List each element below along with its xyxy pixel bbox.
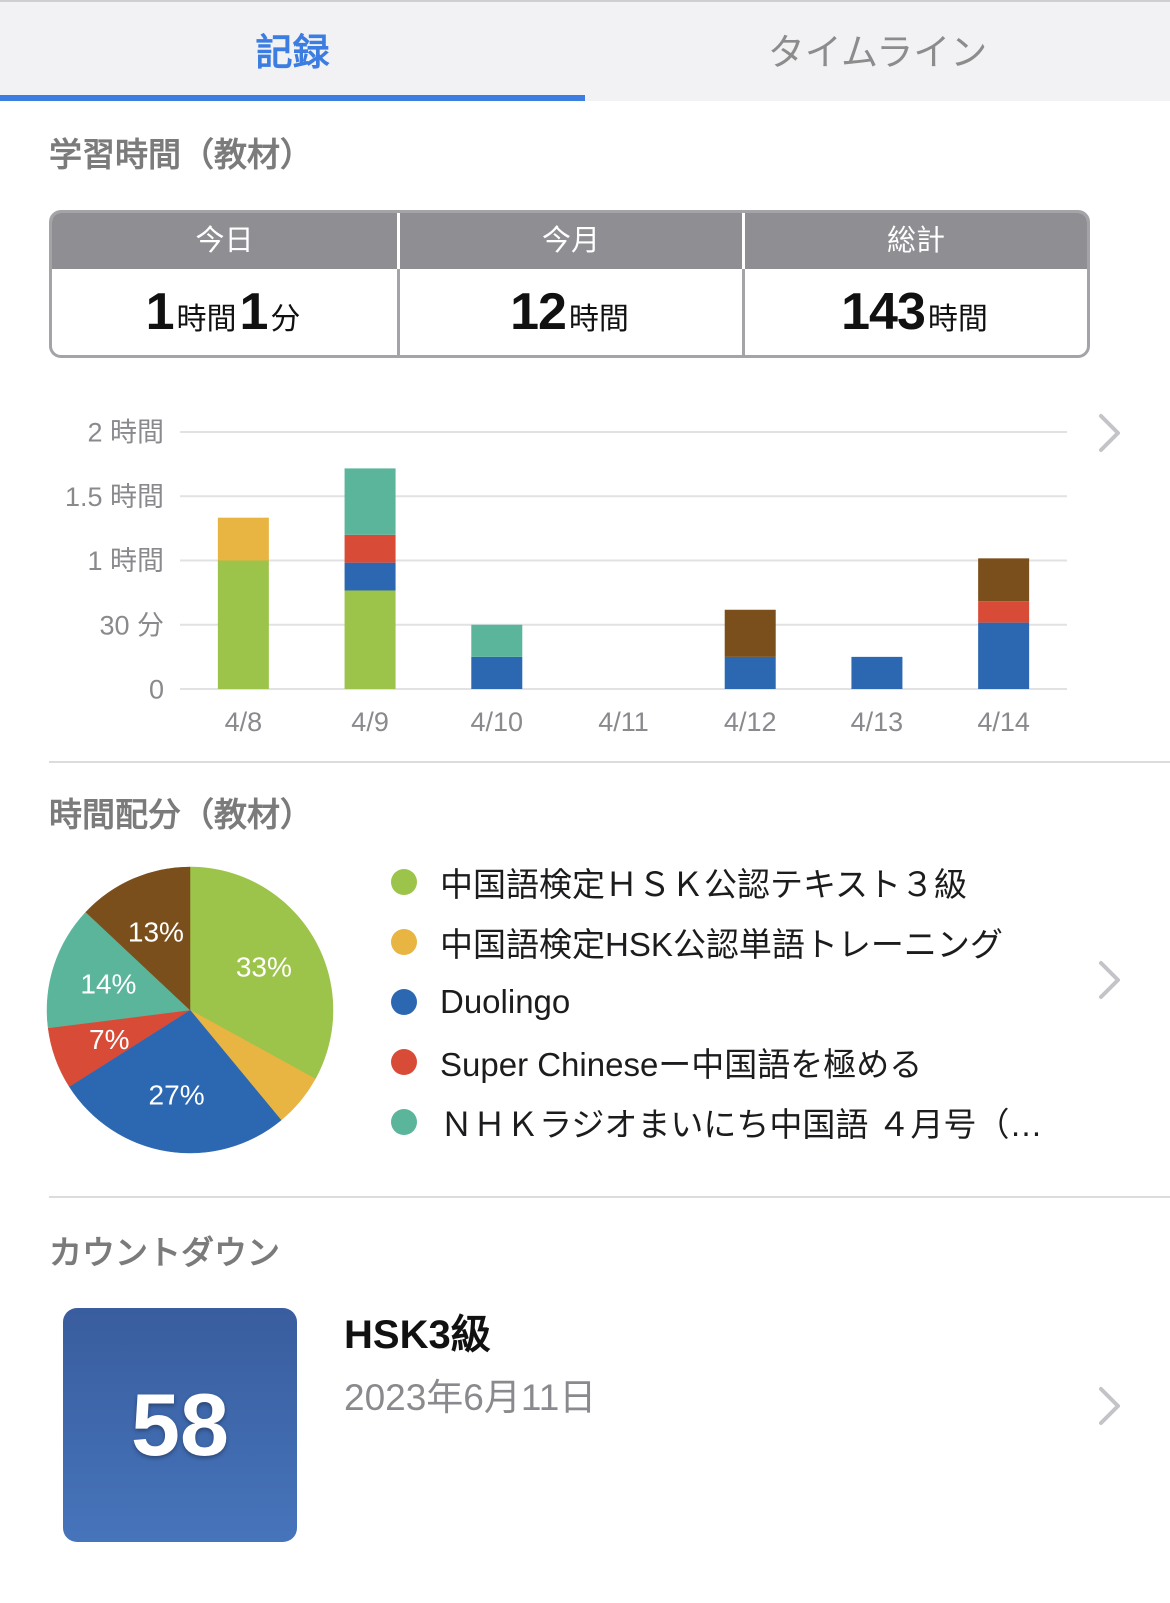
pie-slice-label: 33% <box>236 951 292 982</box>
countdown-detail-button[interactable] <box>1094 1383 1126 1429</box>
stat-total-hours-unit: 時間 <box>927 303 988 336</box>
stat-today-minutes-unit: 分 <box>270 303 301 336</box>
study-time-summary-table: 今日 1 時間1 分 今月 12 時間 総計 143 時間 <box>49 210 1090 358</box>
chevron-right-icon <box>1099 1387 1120 1425</box>
active-tab-indicator <box>0 95 585 101</box>
legend-color-dot <box>391 989 417 1015</box>
pie-slice-5 <box>46 911 191 1029</box>
pie-slice-label: 7% <box>89 1024 129 1055</box>
pie-slice-6 <box>85 866 191 1011</box>
bar-segment-3-series-3 <box>471 656 523 689</box>
stat-month-hours-unit: 時間 <box>568 303 629 336</box>
y-tick-label: 1 時間 <box>87 546 164 576</box>
legend-label: 中国語検定HSK公認単語トレーニング <box>440 926 1003 963</box>
bar-segment-7-series-6 <box>978 558 1030 602</box>
x-tick-label: 4/9 <box>351 707 389 737</box>
y-tick-label: 1.5 時間 <box>65 482 164 512</box>
legend-label: Super Chineseー中国語を極める <box>440 1046 923 1083</box>
countdown-title: HSK3級 <box>344 1313 491 1357</box>
x-tick-label: 4/10 <box>471 707 524 737</box>
bar-segment-7-series-4 <box>978 601 1030 623</box>
x-tick-label: 4/8 <box>225 707 263 737</box>
tab-records-label: 記録 <box>255 32 330 73</box>
stat-today-label: 今日 <box>52 213 397 269</box>
bar-segment-7-series-3 <box>978 622 1030 689</box>
pie-slice-label: 13% <box>128 916 184 947</box>
chevron-right-icon <box>1099 414 1120 452</box>
stat-total-value: 143 時間 <box>742 269 1087 355</box>
study-time-bar-chart[interactable]: 0 30 分 1 時間 1.5 時間 2 時間 4/8 4/9 4/10 4/11 4/12 4/1… <box>0 380 1090 750</box>
stat-today-hours: 1 <box>145 283 175 341</box>
y-tick-label: 0 <box>149 675 164 705</box>
pie-legend: 中国語検定ＨＳＫ公認テキスト３級 中国語検定HSK公認単語トレーニング Duolin… <box>391 852 1081 1152</box>
legend-color-dot <box>391 869 417 895</box>
chevron-right-icon <box>1099 961 1120 999</box>
distribution-heading: 時間配分（教材） <box>49 796 313 833</box>
tab-records[interactable]: 記録 <box>0 2 585 96</box>
pie-slice-3 <box>68 1009 282 1154</box>
time-distribution-pie-chart[interactable]: 33% 27% 7% 14% 13% <box>40 860 340 1160</box>
stat-today: 今日 1 時間1 分 <box>52 213 397 355</box>
bar-segment-1-series-2 <box>217 517 269 561</box>
legend-item-3: Duolingo <box>391 972 1081 1032</box>
tab-timeline-label: タイムライン <box>767 32 988 73</box>
stat-total: 総計 143 時間 <box>742 213 1087 355</box>
stat-today-minutes: 1 <box>239 283 269 341</box>
countdown-days: 58 <box>131 1375 229 1474</box>
x-tick-label: 4/11 <box>598 707 649 737</box>
bar-segment-3-series-5 <box>471 624 523 657</box>
stat-month: 今月 12 時間 <box>397 213 742 355</box>
legend-label: Duolingo <box>440 983 571 1020</box>
section-divider <box>49 1196 1170 1198</box>
pie-slice-label: 14% <box>80 968 136 999</box>
stat-month-value: 12 時間 <box>397 269 742 355</box>
stat-month-label: 今月 <box>397 213 742 269</box>
legend-item-4: Super Chineseー中国語を極める <box>391 1032 1081 1092</box>
bar-segment-2-series-1 <box>344 590 396 689</box>
study-time-heading: 学習時間（教材） <box>49 136 313 173</box>
bar-segment-2-series-4 <box>344 534 396 563</box>
countdown-days-box: 58 <box>63 1308 297 1542</box>
bar-segment-1-series-1 <box>217 560 269 689</box>
stat-today-hours-unit: 時間 <box>176 303 237 336</box>
bar-segment-2-series-5 <box>344 468 396 535</box>
tab-bar: 記録 タイムライン <box>0 0 1170 101</box>
legend-label: ＮＨＫラジオまいにち中国語 ４月号（… <box>440 1106 1043 1143</box>
distribution-detail-button[interactable] <box>1094 957 1126 1003</box>
legend-color-dot <box>391 1109 417 1135</box>
countdown-heading: カウントダウン <box>49 1234 280 1271</box>
x-tick-label: 4/13 <box>851 707 904 737</box>
section-divider <box>49 761 1170 763</box>
y-tick-label: 30 分 <box>99 610 164 640</box>
stat-total-label: 総計 <box>742 213 1087 269</box>
legend-color-dot <box>391 1049 417 1075</box>
legend-item-2: 中国語検定HSK公認単語トレーニング <box>391 912 1081 972</box>
stat-total-hours: 143 <box>841 283 926 341</box>
bar-segment-2-series-3 <box>344 562 396 591</box>
legend-color-dot <box>391 929 417 955</box>
countdown-item[interactable]: 58 HSK3級 2023年6月11日 <box>0 1280 1170 1570</box>
legend-label: 中国語検定ＨＳＫ公認テキスト３級 <box>440 866 968 903</box>
stat-today-value: 1 時間1 分 <box>52 269 397 355</box>
bar-segment-5-series-3 <box>724 656 776 689</box>
legend-item-1: 中国語検定ＨＳＫ公認テキスト３級 <box>391 852 1081 912</box>
tab-timeline[interactable]: タイムライン <box>585 2 1170 96</box>
bar-segment-6-series-3 <box>851 656 903 689</box>
legend-item-5: ＮＨＫラジオまいにち中国語 ４月号（… <box>391 1092 1081 1152</box>
bar-segment-5-series-6 <box>724 609 776 657</box>
y-tick-label: 2 時間 <box>87 418 164 448</box>
stat-month-hours: 12 <box>510 283 567 341</box>
x-tick-label: 4/14 <box>977 707 1030 737</box>
pie-slice-label: 27% <box>149 1080 205 1111</box>
study-time-detail-button[interactable] <box>1094 410 1126 456</box>
countdown-date: 2023年6月11日 <box>344 1377 597 1418</box>
pie-slice-1 <box>189 866 334 1080</box>
x-tick-label: 4/12 <box>724 707 777 737</box>
